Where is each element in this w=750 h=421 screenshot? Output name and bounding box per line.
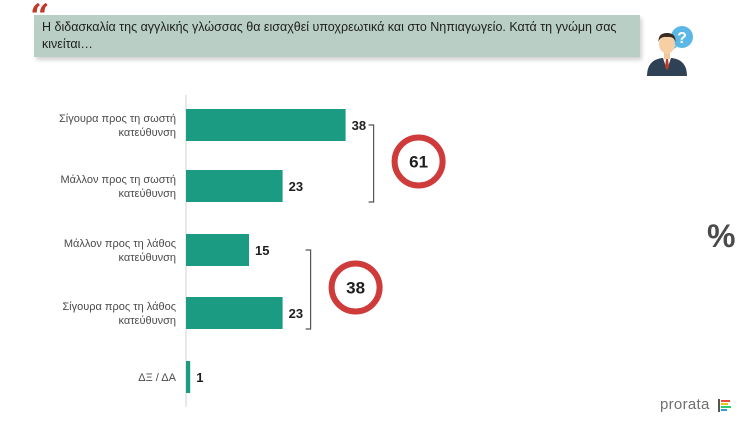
- svg-text:?: ?: [677, 30, 687, 47]
- category-label: Μάλλον προς τη σωστή: [61, 174, 177, 186]
- person-with-question-bubble-icon: ?: [647, 26, 693, 76]
- bar: [186, 109, 346, 141]
- group-bracket: [368, 124, 375, 203]
- colored-bars-icon: [718, 399, 731, 412]
- category-label: κατεύθυνση: [118, 315, 176, 327]
- data-label: 23: [289, 179, 303, 194]
- category-label: Σίγουρα προς τη σωστή: [59, 113, 176, 125]
- percent-sign: %: [707, 218, 736, 254]
- category-label: Σίγουρα προς τη λάθος: [62, 301, 176, 313]
- group-total-label: 38: [346, 279, 365, 298]
- data-label: 1: [196, 370, 203, 385]
- bar: [186, 234, 249, 266]
- group-total-label: 61: [409, 153, 428, 172]
- category-label: κατεύθυνση: [118, 188, 176, 200]
- data-label: 15: [255, 243, 269, 258]
- category-label: κατεύθυνση: [118, 252, 176, 264]
- group-total-circle: [391, 134, 446, 189]
- category-label: κατεύθυνση: [118, 127, 176, 139]
- bar: [186, 297, 283, 329]
- prorata-logo: prorata: [660, 396, 710, 413]
- bar: [186, 361, 191, 393]
- category-label: ΔΞ / ΔΑ: [138, 372, 176, 384]
- data-label: 23: [289, 306, 303, 321]
- category-label: Μάλλον προς τη λάθος: [64, 238, 176, 250]
- group-total-circle: [328, 260, 383, 315]
- group-bracket: [305, 249, 312, 330]
- bar: [186, 170, 283, 202]
- data-label: 38: [352, 118, 366, 133]
- question-text: Η διδασκαλία της αγγλικής γλώσσας θα εισ…: [34, 15, 640, 57]
